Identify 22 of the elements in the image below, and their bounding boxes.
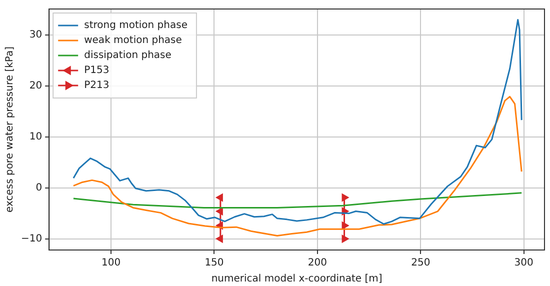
point: [342, 235, 349, 243]
point: [342, 222, 349, 230]
x-tick-label: 300: [514, 258, 534, 269]
legend-label: strong motion phase: [84, 20, 188, 32]
x-axis-title: numerical model x-coordinate [m]: [211, 274, 382, 285]
y-tick-label: −10: [20, 233, 42, 244]
y-tick-label: 30: [29, 30, 42, 41]
legend-label: weak motion phase: [84, 35, 182, 46]
y-tick-label: 10: [29, 131, 42, 142]
legend-label: dissipation phase: [84, 50, 172, 62]
x-tick-label: 100: [101, 258, 121, 269]
y-tick-label: 0: [36, 182, 42, 194]
x-tick-label: 200: [308, 258, 327, 269]
point: [216, 235, 223, 243]
point: [216, 194, 223, 202]
legend-label: P153: [84, 65, 110, 76]
y-axis-title: excess pore water pressure [kPa]: [4, 46, 16, 213]
legend-label: P213: [84, 80, 110, 92]
x-tick-label: 150: [204, 258, 224, 269]
x-tick-label: 250: [411, 258, 430, 269]
y-tick-label: 20: [29, 80, 42, 92]
point: [342, 194, 349, 202]
